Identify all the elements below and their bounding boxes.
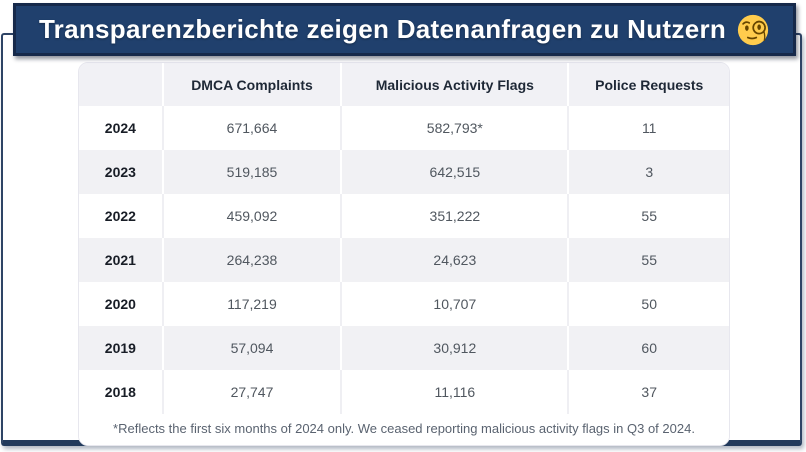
dmca-complaints-cell: 264,238: [161, 238, 341, 282]
table-row: 2022 459,092 351,222 55: [79, 194, 729, 238]
year-cell: 2020: [104, 296, 136, 312]
year-cell: 2022: [104, 208, 136, 224]
table-row: 2024 671,664 582,793* 11: [79, 106, 729, 150]
table-row: 2021 264,238 24,623 55: [79, 238, 729, 282]
year-cell: 2019: [104, 340, 136, 356]
page-title: Transparenzberichte zeigen Datenanfragen…: [38, 14, 727, 44]
transparency-report-table: DMCA Complaints Malicious Activity Flags…: [78, 62, 730, 446]
police-requests-cell: 11: [567, 106, 729, 150]
malicious-activity-flags-cell: 30,912: [340, 326, 567, 370]
dmca-complaints-cell: 671,664: [161, 106, 341, 150]
column-header-malicious-activity-flags: Malicious Activity Flags: [340, 63, 568, 106]
dmca-complaints-cell: 27,747: [161, 370, 341, 414]
monocle-face-emoji-icon: [736, 13, 770, 47]
dmca-complaints-cell: 117,219: [161, 282, 341, 326]
data-table: DMCA Complaints Malicious Activity Flags…: [79, 63, 729, 445]
column-header-dmca-complaints: DMCA Complaints: [161, 63, 341, 106]
table-footer: *Reflects the first six months of 2024 o…: [79, 414, 729, 445]
table-row: 2018 27,747 11,116 37: [79, 370, 729, 414]
malicious-activity-flags-cell: 11,116: [340, 370, 567, 414]
footnote-row: *Reflects the first six months of 2024 o…: [79, 414, 729, 445]
malicious-activity-flags-cell: 10,707: [340, 282, 567, 326]
header-row: DMCA Complaints Malicious Activity Flags…: [79, 63, 729, 106]
table-body: 2024 671,664 582,793* 11 2023 519,185 64…: [79, 106, 729, 414]
column-header-year: [79, 63, 162, 106]
year-cell: 2024: [104, 120, 136, 136]
malicious-activity-flags-cell: 642,515: [340, 150, 567, 194]
table-header: DMCA Complaints Malicious Activity Flags…: [79, 63, 729, 106]
dmca-complaints-cell: 459,092: [161, 194, 341, 238]
title-banner: Transparenzberichte zeigen Datenanfragen…: [13, 3, 796, 56]
malicious-activity-flags-cell: 351,222: [340, 194, 567, 238]
dmca-complaints-cell: 57,094: [161, 326, 341, 370]
table-row: 2020 117,219 10,707 50: [79, 282, 729, 326]
police-requests-cell: 55: [567, 194, 729, 238]
police-requests-cell: 3: [567, 150, 729, 194]
police-requests-cell: 55: [567, 238, 729, 282]
year-cell: 2023: [104, 164, 136, 180]
malicious-activity-flags-cell: 582,793*: [340, 106, 567, 150]
police-requests-cell: 50: [567, 282, 729, 326]
year-cell: 2018: [104, 384, 136, 400]
table-row: 2019 57,094 30,912 60: [79, 326, 729, 370]
table-row: 2023 519,185 642,515 3: [79, 150, 729, 194]
dmca-complaints-cell: 519,185: [161, 150, 341, 194]
police-requests-cell: 60: [567, 326, 729, 370]
year-cell: 2021: [104, 252, 136, 268]
column-header-police-requests: Police Requests: [567, 63, 729, 106]
police-requests-cell: 37: [567, 370, 729, 414]
footnote-text: *Reflects the first six months of 2024 o…: [79, 414, 729, 445]
malicious-activity-flags-cell: 24,623: [340, 238, 567, 282]
